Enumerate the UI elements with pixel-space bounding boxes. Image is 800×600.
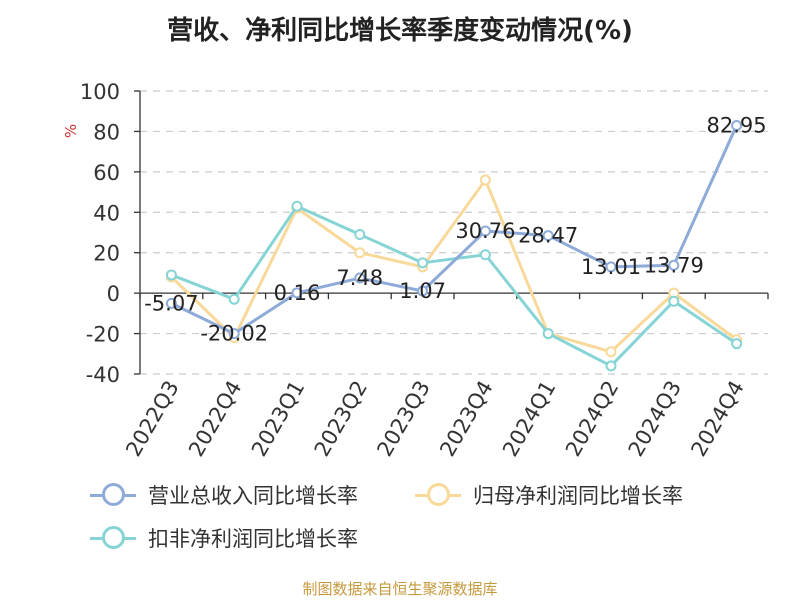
y-tick-label: 20 [93,242,120,266]
legend-label: 归母净利润同比增长率 [473,484,683,508]
data-label: -20.02 [200,322,268,346]
data-point [417,257,429,269]
legend-label: 扣非净利润同比增长率 [148,527,358,551]
data-point [668,295,680,307]
series-line [170,178,738,354]
data-point [605,261,617,273]
legend-circle-icon [90,483,136,507]
legend-item-net-profit[interactable]: 归母净利润同比增长率 [415,480,683,510]
y-tick-label: -20 [86,323,120,347]
data-point [165,269,177,281]
y-tick-label: 40 [93,201,120,225]
legend-label: 营业总收入同比增长率 [148,484,358,508]
data-point [417,285,429,297]
series [165,119,743,372]
grid-lines [140,90,768,375]
x-tick-label: 2023Q2 [310,377,372,461]
x-tick-label: 2023Q1 [247,377,309,461]
data-point [542,328,554,340]
data-label: 82.95 [707,113,767,137]
y-tick-label: 80 [93,120,120,144]
data-point [605,346,617,358]
x-tick-label: 2023Q3 [372,376,434,460]
x-tick-label: 2023Q4 [435,377,497,461]
data-label: 7.48 [336,266,383,290]
data-point [228,293,240,305]
data-point [731,119,743,131]
series-line [170,204,738,368]
x-tick-label: 2024Q2 [561,377,623,461]
data-point [479,249,491,261]
data-point [291,200,303,212]
data-point [228,328,240,340]
data-point [291,287,303,299]
data-point [731,338,743,350]
data-label: -5.07 [144,291,198,315]
chart-title: 营收、净利同比增长率季度变动情况(%) [167,16,633,46]
data-point [605,360,617,372]
data-label: 1.07 [399,279,446,303]
data-point [354,247,366,259]
data-point [479,225,491,237]
source-note: 制图数据来自恒生聚源数据库 [302,580,498,598]
data-point [668,259,680,271]
legend-item-deducted-net-profit[interactable]: 扣非净利润同比增长率 [90,523,358,553]
data-label: 0.16 [274,281,321,305]
data-label: 13.79 [644,253,704,277]
y-tick-label: 0 [107,282,120,306]
data-label: 28.47 [518,224,578,248]
x-tick-label: 2022Q4 [184,377,246,461]
data-point [479,174,491,186]
data-label: 13.01 [581,255,641,279]
y-tick-label: 60 [93,161,120,185]
legend-circle-icon [415,483,461,507]
x-tick-label: 2022Q3 [121,377,183,461]
y-tick-label: -40 [86,363,120,387]
data-point [542,230,554,242]
x-tick-label: 2024Q1 [498,377,560,461]
legend-circle-icon [90,526,136,550]
data-point [354,272,366,284]
y-tick-label: 100 [80,80,120,104]
series-line [170,124,738,336]
legend-item-revenue[interactable]: 营业总收入同比增长率 [90,480,358,510]
data-point [165,297,177,309]
data-label: 30.76 [455,219,515,243]
data-point [354,229,366,241]
x-tick-label: 2024Q4 [686,377,748,461]
y-axis-unit: % [62,124,80,138]
x-tick-label: 2024Q3 [624,377,686,461]
